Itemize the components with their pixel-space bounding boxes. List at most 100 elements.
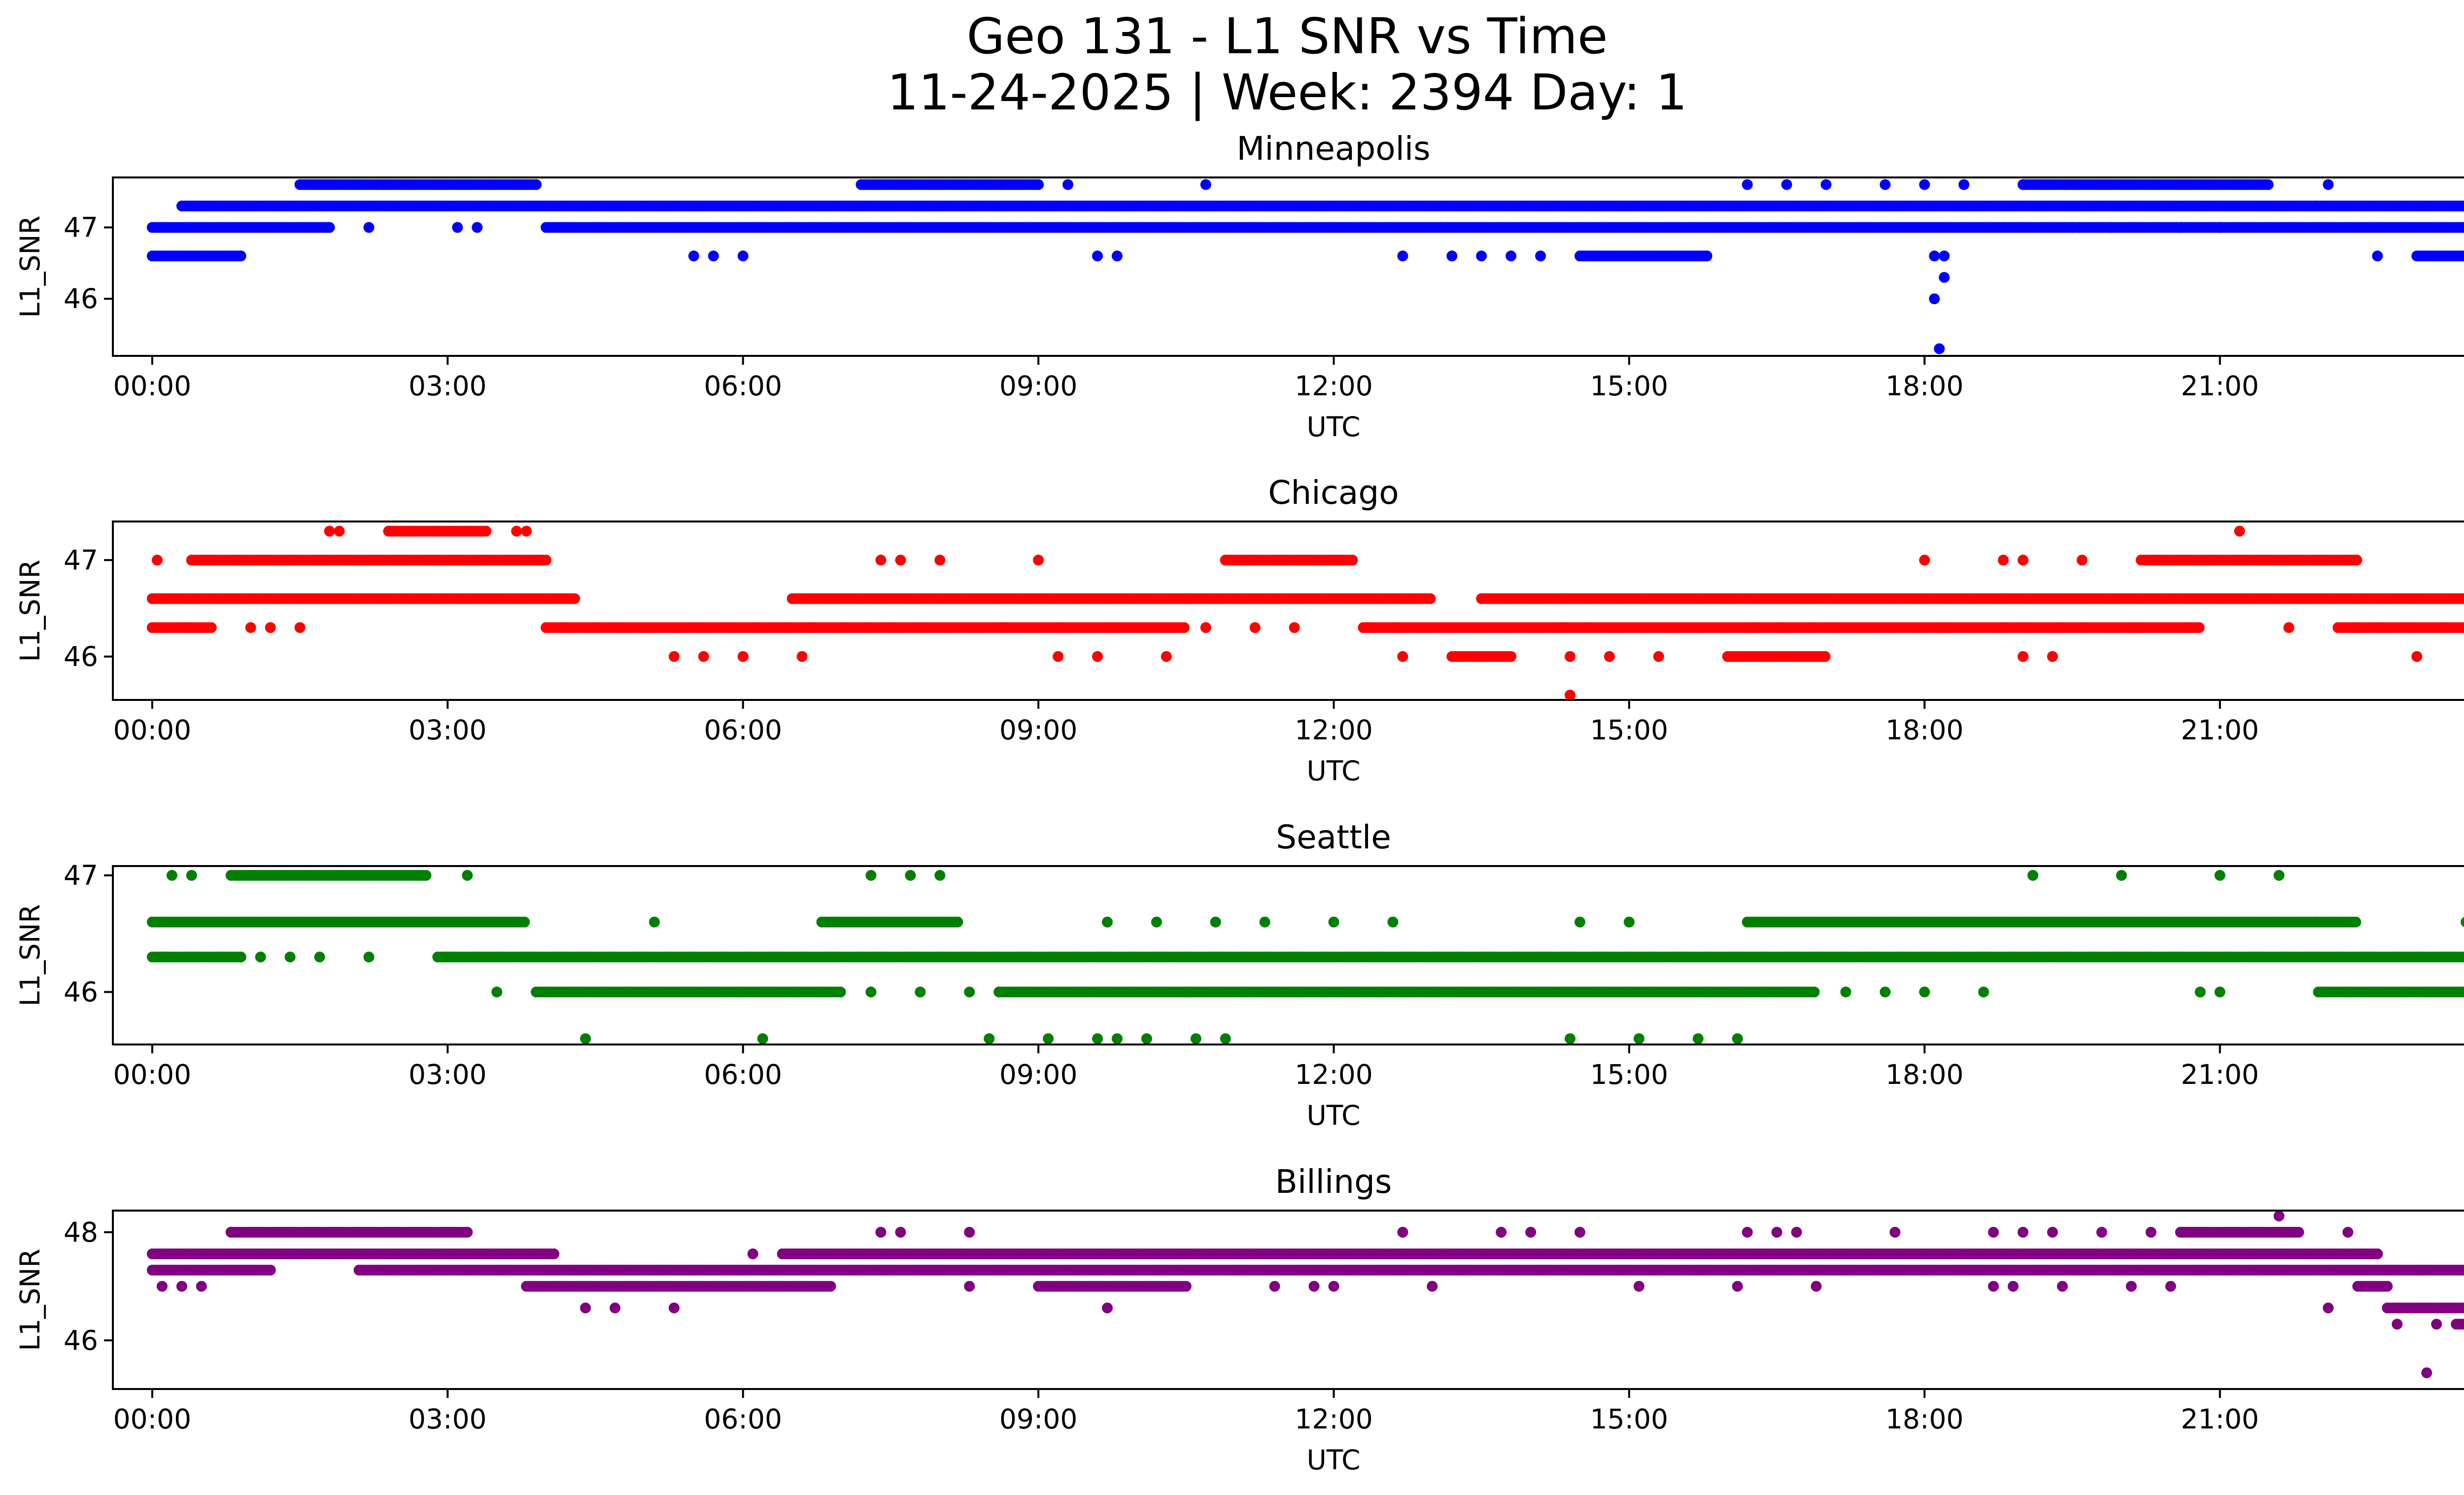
x-tick-label: 06:00: [704, 370, 782, 402]
plot-frame: [112, 521, 2464, 701]
scatter-point: [2234, 525, 2245, 537]
scatter-point: [324, 525, 335, 537]
chart-subtitle: 11-24-2025 | Week: 2394 Day: 1: [887, 64, 1687, 121]
scatter-point: [2411, 651, 2423, 662]
x-tick-label: 18:00: [1885, 714, 1964, 746]
scatter-point: [1958, 179, 1970, 190]
scatter-point: [895, 555, 906, 566]
scatter-point: [1998, 555, 2009, 566]
scatter-point: [1446, 250, 1458, 262]
scatter-point: [151, 555, 163, 566]
scatter-point: [1092, 250, 1103, 262]
scatter-point: [2460, 201, 2464, 211]
scatter-point: [2175, 222, 2186, 233]
scatter-point: [2106, 222, 2117, 233]
scatter-point: [2262, 179, 2274, 190]
subplot-title: Minneapolis: [1236, 130, 1430, 168]
scatter-point: [1820, 179, 1832, 190]
scatter-point: [1249, 622, 1261, 633]
scatter-point: [472, 222, 483, 233]
scatter-point: [1535, 250, 1546, 262]
scatter-point: [569, 593, 581, 604]
scatter-point: [1939, 272, 1950, 283]
y-axis-label: L1_SNR: [14, 215, 46, 317]
scatter-point: [737, 651, 749, 662]
x-tick-label: 09:00: [999, 370, 1078, 402]
scatter-point: [875, 555, 887, 566]
scatter-point: [835, 986, 846, 998]
scatter-point: [1092, 651, 1103, 662]
scatter-point: [2018, 651, 2029, 662]
scatter-point: [2461, 917, 2464, 927]
y-tick-label: 47: [64, 211, 98, 243]
scatter-point: [235, 250, 246, 262]
x-axis-label: UTC: [1306, 755, 1360, 787]
scatter-point: [1929, 293, 1940, 305]
scatter-point: [1200, 179, 1211, 190]
x-ticks: 00:00 03:00 06:00 09:00 12:00 15:00 18:00 21:00…: [113, 700, 2259, 746]
scatter-point: [1506, 250, 1517, 262]
scatter-point: [1053, 651, 1064, 662]
scatter-point: [2372, 250, 2383, 262]
scatter-point: [1200, 622, 1211, 633]
scatter-point: [2047, 651, 2058, 662]
scatter-point: [1178, 622, 1190, 633]
x-tick-label: 06:00: [704, 714, 782, 746]
scatter-point: [1033, 555, 1044, 566]
scatter-point: [1701, 250, 1712, 262]
y-ticks: 46 47: [64, 211, 113, 314]
x-tick-label: 18:00: [1885, 370, 1964, 402]
scatter-points: [146, 525, 2464, 701]
scatter-points: [146, 869, 2464, 1044]
x-tick-label: 00:00: [113, 714, 192, 746]
scatter-point: [2018, 555, 2029, 566]
scatter-point: [796, 651, 808, 662]
scatter-point: [531, 179, 542, 190]
scatter-point: [1033, 179, 1044, 190]
subplot-seattle: Seattle 00:00 03:00 06:00 09:00 12:00 15:00 18…: [14, 818, 2464, 1131]
subplot-title: Seattle: [1276, 818, 1391, 856]
x-tick-label: 12:00: [1295, 370, 1373, 402]
scatter-point: [1565, 651, 1575, 662]
scatter-point: [1929, 250, 1940, 262]
scatter-point: [363, 222, 375, 233]
y-tick-label: 47: [64, 544, 98, 576]
x-tick-label: 00:00: [113, 370, 192, 402]
scatter-point: [2350, 916, 2361, 928]
scatter-point: [541, 555, 552, 566]
x-tick-label: 03:00: [409, 714, 487, 746]
x-axis-label: UTC: [1306, 411, 1360, 443]
scatter-point: [952, 916, 963, 928]
scatter-point: [205, 622, 217, 633]
scatter-point: [452, 222, 463, 233]
x-tick-label: 12:00: [1295, 714, 1373, 746]
scatter-point: [1397, 651, 1408, 662]
x-tick-label: 21:00: [2181, 714, 2259, 746]
scatter-point: [519, 916, 530, 928]
scatter-point: [737, 250, 749, 262]
scatter-point: [2077, 555, 2088, 566]
scatter-point: [2351, 555, 2362, 566]
scatter-point: [1934, 343, 1945, 354]
y-tick-label: 46: [64, 283, 98, 314]
scatter-point: [480, 525, 492, 537]
scatter-point: [2193, 622, 2205, 633]
x-tick-label: 21:00: [2181, 370, 2259, 402]
scatter-point: [1476, 250, 1487, 262]
chart-title: Geo 131 - L1 SNR vs Time: [967, 7, 1608, 65]
subplot-chicago: Chicago 00:00 03:00 06:00 09:00 12:00 15:00 18…: [14, 474, 2464, 787]
subplot-minneapolis: Minneapolis 00:00 03:00 06:00 09:00 12:00 15:…: [14, 130, 2464, 443]
x-tick-label: 15:00: [1590, 714, 1669, 746]
scatter-point: [1781, 179, 1792, 190]
scatter-point: [698, 651, 709, 662]
scatter-point: [245, 622, 256, 633]
y-tick-label: 46: [64, 641, 98, 672]
scatter-point: [2214, 222, 2225, 233]
scatter-point: [688, 250, 699, 262]
x-ticks: 00:00 03:00 06:00 09:00 12:00 15:00 18:00 21:00…: [113, 356, 2259, 402]
scatter-point: [1111, 250, 1123, 262]
scatter-point: [1425, 593, 1436, 604]
scatter-point: [1347, 555, 1358, 566]
scatter-point: [1062, 179, 1073, 190]
